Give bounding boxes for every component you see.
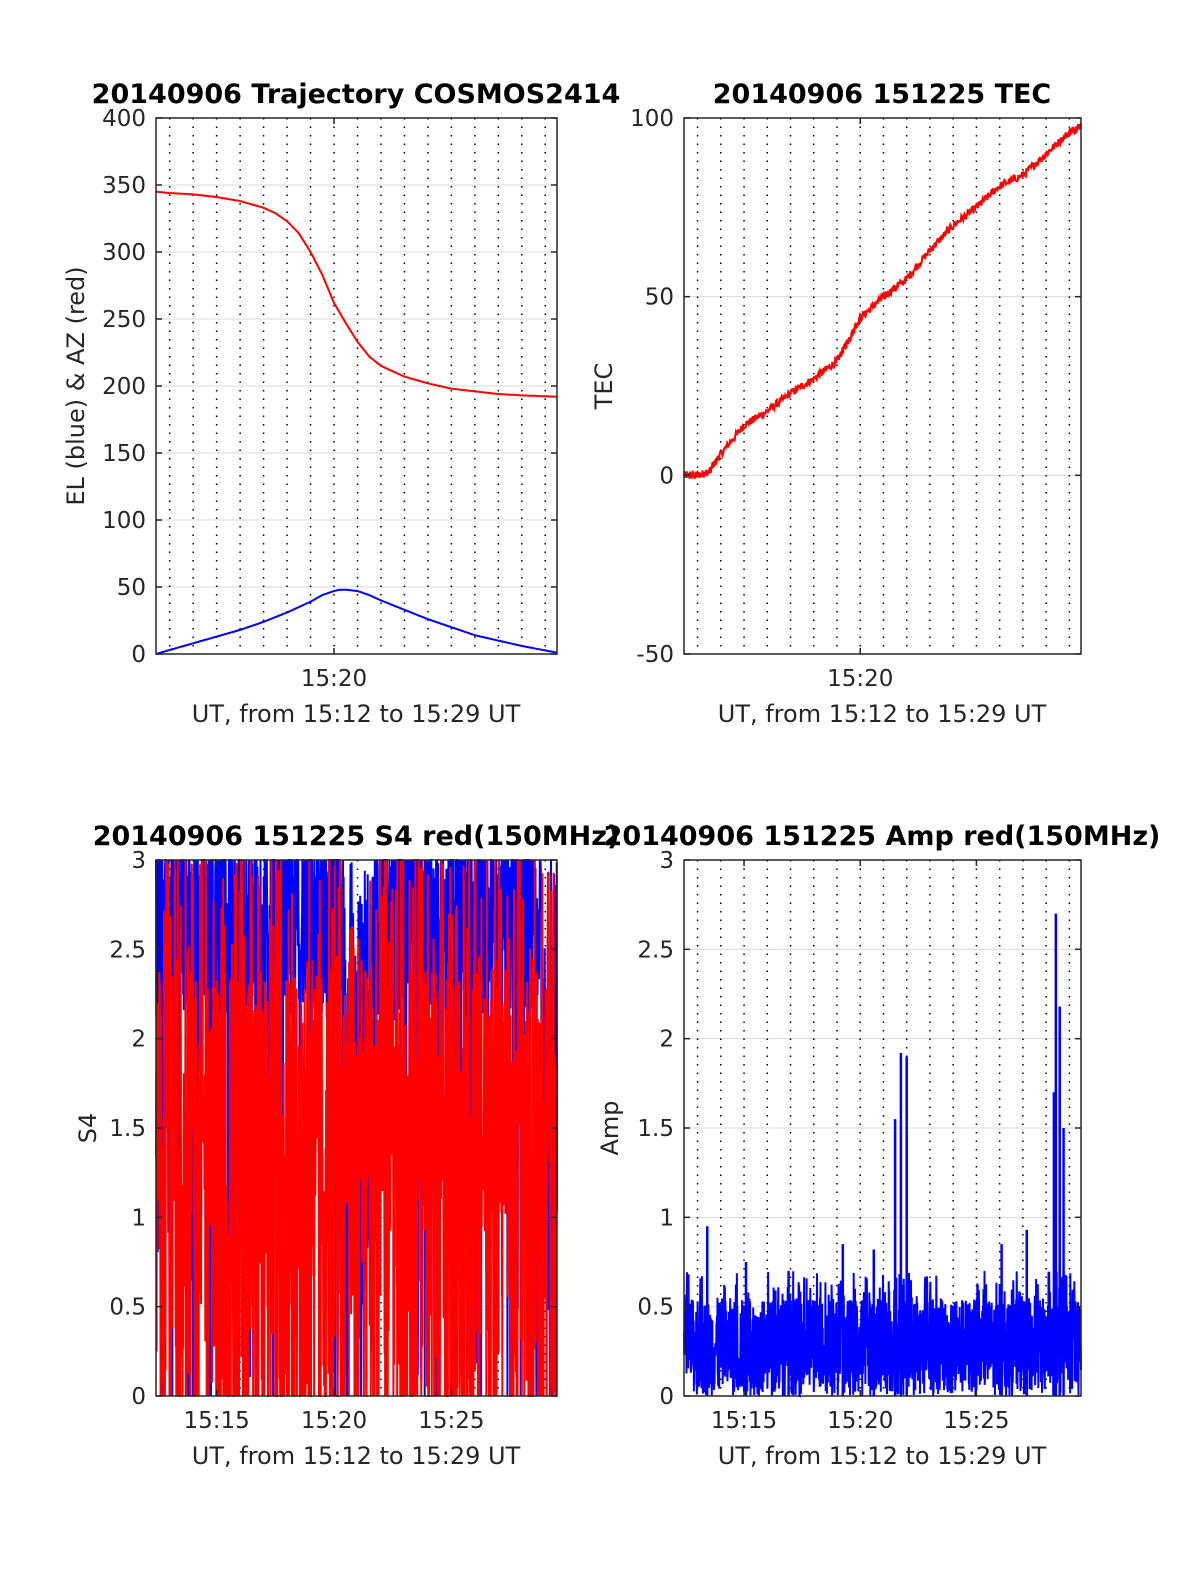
series-line-red bbox=[683, 122, 1082, 480]
chart-title: 20140906 Trajectory COSMOS2414 bbox=[92, 79, 621, 110]
x-tick-label: 15:25 bbox=[418, 1408, 484, 1434]
x-axis-label: UT, from 15:12 to 15:29 UT bbox=[192, 700, 521, 728]
plot-area: 0 0.5 1 1.5 2 2.5 3 15:15 15:20 15:25 bbox=[109, 848, 558, 1434]
panel-tec: 20140906 151225 TEC TEC UT, from 15:12 t… bbox=[590, 79, 1082, 728]
y-axis-label: Amp bbox=[596, 1100, 624, 1155]
panel-s4: 20140906 151225 S4 red(150MHz) S4 UT, fr… bbox=[74, 821, 619, 1470]
y-tick-label: 3 bbox=[131, 848, 146, 874]
plot-area: 0 0.5 1 1.5 2 2.5 3 15:15 15:20 15:25 bbox=[637, 848, 1082, 1434]
chart-title: 20140906 151225 Amp red(150MHz) bbox=[604, 821, 1161, 852]
y-tick-label: 2.5 bbox=[109, 937, 146, 963]
y-axis-label: EL (blue) & AZ (red) bbox=[62, 266, 90, 505]
x-tick-label: 15:20 bbox=[301, 666, 367, 692]
y-tick-label: 0 bbox=[131, 642, 146, 668]
y-tick-label: 150 bbox=[102, 441, 146, 467]
y-tick-label: 100 bbox=[630, 106, 674, 132]
x-axis-label: UT, from 15:12 to 15:29 UT bbox=[718, 700, 1047, 728]
series-line-red bbox=[155, 190, 558, 398]
y-axis-label: S4 bbox=[74, 1113, 102, 1144]
y-tick-label: 300 bbox=[102, 240, 146, 266]
y-tick-label: 0 bbox=[131, 1384, 146, 1410]
x-tick-label: 15:15 bbox=[183, 1408, 249, 1434]
y-tick-label: 2.5 bbox=[637, 937, 674, 963]
y-tick-label: 50 bbox=[117, 575, 146, 601]
x-axis-label: UT, from 15:12 to 15:29 UT bbox=[718, 1442, 1047, 1470]
x-axis-label: UT, from 15:12 to 15:29 UT bbox=[192, 1442, 521, 1470]
panel-amp: 20140906 151225 Amp red(150MHz) Amp UT, … bbox=[596, 821, 1160, 1470]
y-tick-label: 350 bbox=[102, 173, 146, 199]
y-tick-label: 200 bbox=[102, 374, 146, 400]
y-tick-label: 0 bbox=[659, 463, 674, 489]
y-tick-label: 1.5 bbox=[637, 1116, 674, 1142]
y-tick-label: 250 bbox=[102, 307, 146, 333]
x-tick-label: 15:20 bbox=[827, 1408, 893, 1434]
y-tick-label: -50 bbox=[636, 642, 674, 668]
y-axis-label: TEC bbox=[590, 363, 618, 411]
x-tick-label: 15:15 bbox=[711, 1408, 777, 1434]
y-tick-label: 0 bbox=[659, 1384, 674, 1410]
y-tick-label: 2 bbox=[659, 1027, 674, 1053]
y-tick-label: 100 bbox=[102, 508, 146, 534]
y-tick-label: 1.5 bbox=[109, 1116, 146, 1142]
y-tick-label: 400 bbox=[102, 106, 146, 132]
x-tick-label: 15:20 bbox=[301, 1408, 367, 1434]
chart-title: 20140906 151225 S4 red(150MHz) bbox=[93, 821, 620, 852]
x-tick-label: 15:20 bbox=[827, 666, 893, 692]
chart-title: 20140906 151225 TEC bbox=[713, 79, 1052, 110]
series-line-blue bbox=[683, 1270, 1082, 1399]
y-tick-label: 50 bbox=[645, 285, 674, 311]
y-tick-label: 2 bbox=[131, 1027, 146, 1053]
axes-box bbox=[683, 117, 1082, 655]
y-tick-label: 0.5 bbox=[109, 1295, 146, 1321]
y-tick-label: 3 bbox=[659, 848, 674, 874]
plot-area: -50 0 50 100 15:20 bbox=[630, 106, 1082, 692]
panel-trajectory: 20140906 Trajectory COSMOS2414 EL (blue)… bbox=[62, 79, 620, 728]
x-tick-label: 15:25 bbox=[943, 1408, 1009, 1434]
y-tick-label: 1 bbox=[131, 1205, 146, 1231]
series-line-blue bbox=[155, 588, 558, 655]
y-tick-label: 1 bbox=[659, 1205, 674, 1231]
plot-area: 0 50 100 150 200 250 300 350 400 15:20 bbox=[102, 106, 558, 692]
y-tick-label: 0.5 bbox=[637, 1295, 674, 1321]
